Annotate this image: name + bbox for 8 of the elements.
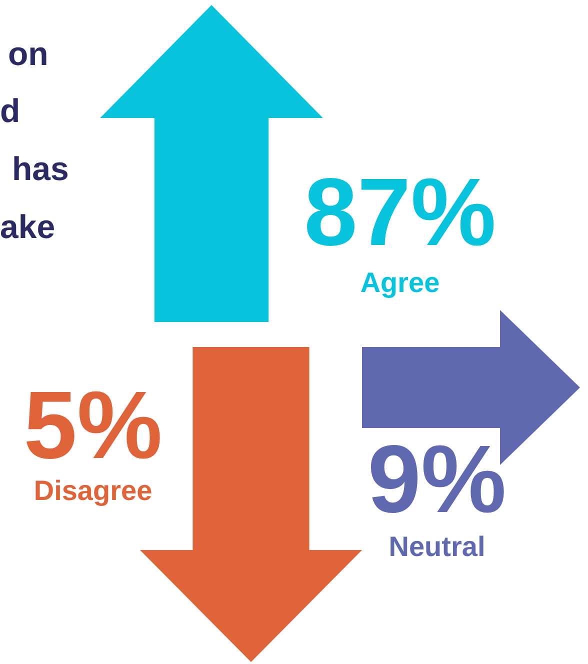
data-label: 87% <box>304 159 496 266</box>
data-label: 9% <box>368 426 506 533</box>
text: d <box>0 92 20 129</box>
text: has <box>12 150 69 187</box>
text: ake <box>0 208 56 245</box>
category-label: Agree <box>360 267 440 298</box>
category-label: Neutral <box>388 531 486 562</box>
text: on <box>8 35 48 72</box>
